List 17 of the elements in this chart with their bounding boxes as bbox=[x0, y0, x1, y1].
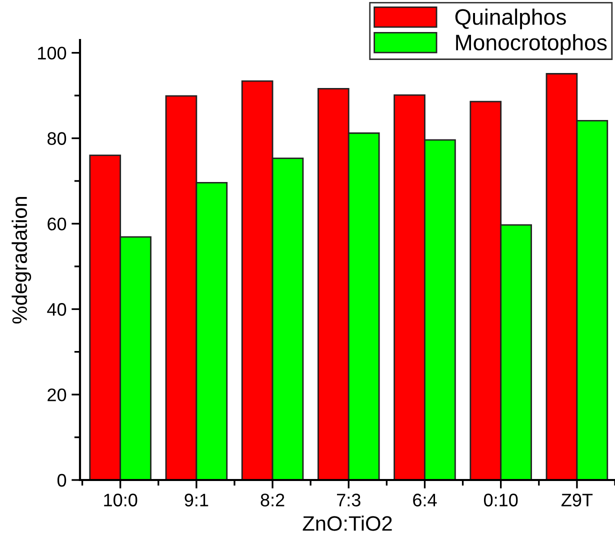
legend-label: Quinalphos bbox=[455, 8, 566, 30]
x-axis-title: ZnO:TiO2 bbox=[302, 516, 392, 531]
x-tick-label: 6:4 bbox=[413, 494, 437, 506]
y-tick-label: 40 bbox=[47, 303, 66, 316]
x-tick-label: Z9T bbox=[561, 494, 593, 506]
legend-label: Monocrotophos bbox=[456, 34, 607, 55]
y-axis-title: %degradation bbox=[12, 197, 32, 324]
y-tick-label: 20 bbox=[48, 388, 66, 402]
y-tick-label: 60 bbox=[48, 218, 66, 230]
x-tick-label: 8:2 bbox=[260, 494, 284, 506]
y-tick-label: 100 bbox=[38, 46, 66, 60]
x-tick-label: 10:0 bbox=[104, 494, 138, 506]
x-tick-label: 7:3 bbox=[337, 494, 360, 506]
y-tick-label: 0 bbox=[57, 474, 66, 487]
y-tick-label: 80 bbox=[48, 132, 66, 145]
x-tick-label: 0:10 bbox=[484, 494, 518, 506]
x-tick-label: 9:1 bbox=[184, 494, 208, 506]
